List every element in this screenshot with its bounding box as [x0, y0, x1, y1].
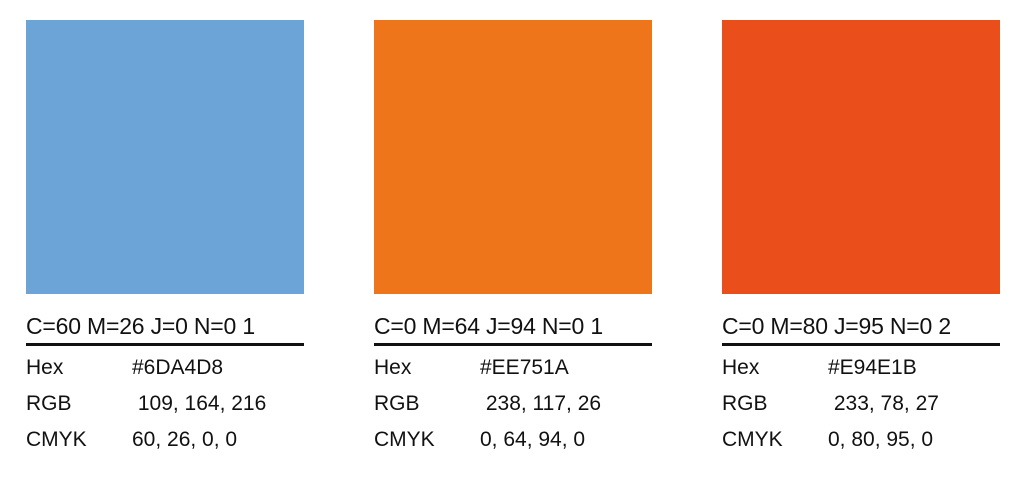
color-card-red: C=0 M=80 J=95 N=0 2 Hex #E94E1B RGB 233,…: [722, 20, 1000, 451]
hex-value: #EE751A: [480, 356, 569, 379]
swatch-title: C=0 M=80 J=95 N=0 2: [722, 311, 1000, 346]
hex-label: Hex: [374, 356, 412, 379]
color-swatch: [374, 20, 652, 294]
hex-row: Hex #6DA4D8: [26, 357, 304, 379]
hex-value: #E94E1B: [828, 356, 917, 379]
color-card-orange: C=0 M=64 J=94 N=0 1 Hex #EE751A RGB 238,…: [374, 20, 652, 451]
rgb-label: RGB: [722, 392, 768, 415]
color-card-blue: C=60 M=26 J=0 N=0 1 Hex #6DA4D8 RGB 109,…: [26, 20, 304, 451]
rgb-label: RGB: [26, 392, 72, 415]
color-swatch: [722, 20, 1000, 294]
rgb-row: RGB 233, 78, 27: [722, 393, 1000, 415]
cmyk-row: CMYK 0, 64, 94, 0: [374, 429, 652, 451]
color-swatch: [26, 20, 304, 294]
cmyk-value: 0, 64, 94, 0: [480, 428, 586, 451]
hex-label: Hex: [722, 356, 760, 379]
rgb-row: RGB 238, 117, 26: [374, 393, 652, 415]
rgb-label: RGB: [374, 392, 420, 415]
rgb-value: 233, 78, 27: [828, 392, 939, 415]
rgb-row: RGB 109, 164, 216: [26, 393, 304, 415]
cmyk-row: CMYK 0, 80, 95, 0: [722, 429, 1000, 451]
cmyk-row: CMYK 60, 26, 0, 0: [26, 429, 304, 451]
cmyk-label: CMYK: [722, 428, 783, 451]
swatch-title: C=60 M=26 J=0 N=0 1: [26, 311, 304, 346]
cmyk-label: CMYK: [26, 428, 87, 451]
hex-label: Hex: [26, 356, 64, 379]
rgb-value: 109, 164, 216: [132, 392, 267, 415]
swatch-title: C=0 M=64 J=94 N=0 1: [374, 311, 652, 346]
cmyk-value: 60, 26, 0, 0: [132, 428, 238, 451]
hex-row: Hex #EE751A: [374, 357, 652, 379]
rgb-value: 238, 117, 26: [480, 392, 602, 415]
hex-row: Hex #E94E1B: [722, 357, 1000, 379]
cmyk-value: 0, 80, 95, 0: [828, 428, 934, 451]
cmyk-label: CMYK: [374, 428, 435, 451]
hex-value: #6DA4D8: [132, 356, 224, 379]
